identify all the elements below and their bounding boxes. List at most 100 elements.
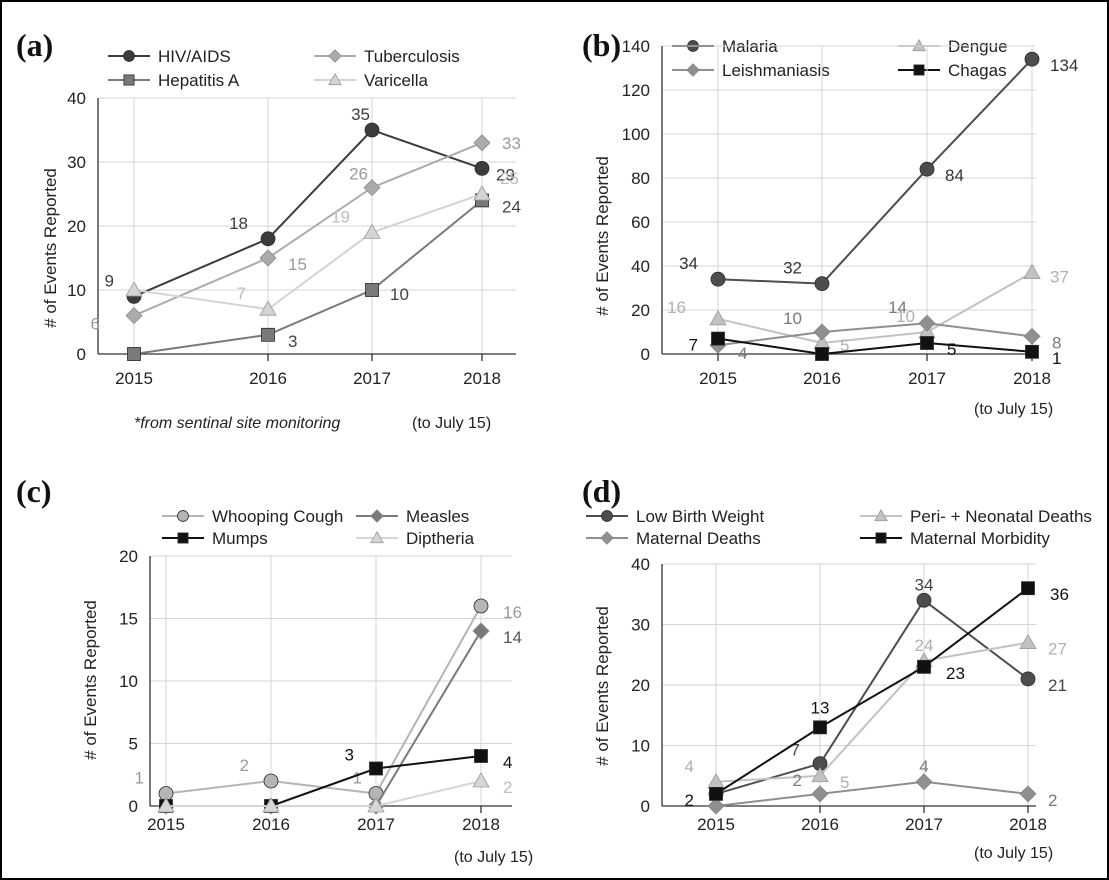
data-point bbox=[919, 161, 935, 177]
data-point bbox=[811, 785, 829, 803]
data-label: 134 bbox=[1050, 56, 1078, 75]
y-tick-label: 20 bbox=[119, 547, 138, 566]
data-point bbox=[261, 327, 275, 342]
data-label: 1 bbox=[135, 769, 144, 788]
data-point bbox=[815, 347, 829, 361]
x-tick-label: 2015 bbox=[147, 815, 185, 834]
legend-marker bbox=[328, 49, 342, 63]
data-point bbox=[369, 761, 383, 776]
data-point bbox=[259, 300, 277, 316]
y-axis-label: # of Events Reported bbox=[41, 168, 60, 328]
series-line bbox=[717, 58, 1033, 285]
data-label: 10 bbox=[390, 285, 409, 304]
y-tick-label: 30 bbox=[631, 616, 650, 635]
data-point bbox=[813, 720, 827, 735]
y-tick-label: 20 bbox=[67, 217, 86, 236]
data-label: 26 bbox=[349, 165, 368, 184]
data-label: 34 bbox=[915, 575, 934, 594]
legend-label: Hepatitis A bbox=[158, 71, 240, 90]
legend-label: Whooping Cough bbox=[212, 507, 343, 526]
y-tick-label: 60 bbox=[631, 213, 650, 232]
x-tick-label: 2016 bbox=[252, 815, 290, 834]
data-label: 2 bbox=[793, 771, 802, 790]
data-label: 36 bbox=[1050, 585, 1069, 604]
data-label: 2 bbox=[240, 756, 249, 775]
data-label: 10 bbox=[896, 307, 915, 326]
legend: Low Birth Weight Peri- + Neonatal Deaths M… bbox=[586, 507, 1092, 548]
series-line bbox=[133, 193, 483, 311]
series-line bbox=[717, 271, 1033, 345]
x-tick-label: 2018 bbox=[1009, 815, 1047, 834]
footnote: *from sentinal site monitoring bbox=[134, 415, 340, 432]
data-point bbox=[915, 773, 933, 791]
data-point bbox=[260, 231, 276, 247]
y-axis-label: # of Events Reported bbox=[81, 600, 100, 760]
data-label: 35 bbox=[351, 105, 370, 124]
data-label: 10 bbox=[783, 309, 802, 328]
legend-marker bbox=[123, 74, 135, 86]
legend-label: Leishmaniasis bbox=[722, 61, 830, 80]
data-label: 2 bbox=[685, 791, 694, 810]
legend: Whooping Cough Measles Mumps Diptheria bbox=[162, 507, 475, 548]
x-axis-note: (to July 15) bbox=[974, 401, 1053, 418]
data-point bbox=[125, 307, 143, 325]
data-label: 4 bbox=[685, 757, 694, 776]
data-point bbox=[365, 283, 379, 297]
legend-marker bbox=[875, 532, 887, 544]
y-tick-label: 0 bbox=[77, 345, 86, 364]
x-tick-label: 2015 bbox=[699, 369, 737, 388]
data-point bbox=[710, 271, 726, 287]
panel-label: (a) bbox=[16, 27, 53, 63]
data-label: 6 bbox=[91, 315, 100, 334]
data-label: 9 bbox=[105, 271, 114, 290]
legend-marker bbox=[874, 508, 888, 522]
y-tick-label: 0 bbox=[641, 797, 650, 816]
series-line bbox=[715, 587, 1029, 795]
x-tick-label: 2016 bbox=[249, 369, 287, 388]
data-label: 7 bbox=[791, 741, 800, 760]
data-label: 5 bbox=[840, 773, 849, 792]
series-line bbox=[717, 337, 1033, 356]
legend-label: Tuberculosis bbox=[364, 47, 460, 66]
legend-marker bbox=[600, 531, 614, 545]
data-point bbox=[263, 773, 279, 789]
data-point bbox=[1021, 581, 1035, 596]
x-tick-label: 2016 bbox=[803, 369, 841, 388]
panel-a: (a) # of Events Reported *from sentinal … bbox=[16, 27, 521, 432]
data-label: 16 bbox=[503, 603, 522, 622]
data-point bbox=[811, 766, 829, 783]
data-point bbox=[474, 160, 490, 176]
data-point bbox=[709, 309, 727, 326]
y-axis-label: # of Events Reported bbox=[593, 606, 612, 766]
x-tick-label: 2015 bbox=[697, 815, 735, 834]
data-label: 4 bbox=[919, 757, 928, 776]
data-point bbox=[473, 598, 489, 614]
legend-marker bbox=[686, 63, 700, 77]
data-point bbox=[918, 314, 936, 332]
legend-label: Measles bbox=[406, 507, 469, 526]
data-point bbox=[917, 659, 931, 674]
data-point bbox=[474, 749, 488, 763]
y-tick-label: 20 bbox=[631, 676, 650, 695]
legend-marker bbox=[370, 509, 384, 523]
x-tick-label: 2017 bbox=[353, 369, 391, 388]
data-point bbox=[916, 592, 932, 608]
panel-c: (c) # of Events Reported (to July 15) Wh… bbox=[16, 473, 533, 866]
legend-label: Chagas bbox=[948, 61, 1007, 80]
panel-label: (b) bbox=[582, 27, 621, 63]
y-tick-label: 5 bbox=[129, 735, 138, 754]
data-point bbox=[363, 179, 381, 197]
data-point bbox=[1023, 327, 1041, 345]
x-axis-note: (to July 15) bbox=[974, 845, 1053, 862]
panel-d: (d) # of Events Reported (to July 15) Lo… bbox=[582, 473, 1092, 862]
data-point bbox=[814, 276, 830, 292]
data-label: 24 bbox=[502, 197, 521, 216]
legend-label: Peri- + Neonatal Deaths bbox=[910, 507, 1092, 526]
data-label: 2 bbox=[503, 778, 512, 797]
data-point bbox=[473, 134, 491, 152]
data-label: 24 bbox=[915, 636, 934, 655]
y-tick-label: 40 bbox=[67, 89, 86, 108]
data-label: 27 bbox=[1048, 640, 1067, 659]
